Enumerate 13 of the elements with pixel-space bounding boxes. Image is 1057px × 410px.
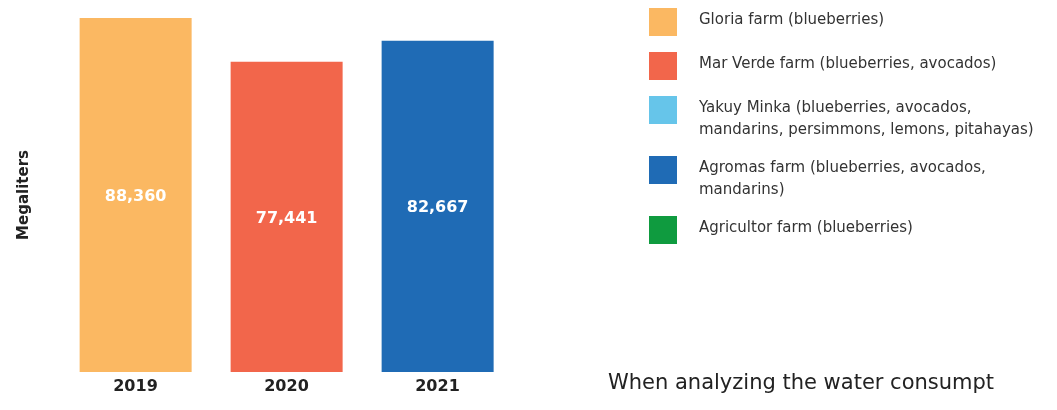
data-label: 88,360 <box>104 185 167 205</box>
legend-label: Yakuy Minka (blueberries, avocados, mandarins, persimmons, lemons, pitahayas) <box>699 97 1035 140</box>
legend-label: Gloria farm (blueberries) <box>699 9 885 30</box>
data-label: 77,441 <box>255 207 318 227</box>
data-label: 82,667 <box>406 197 469 217</box>
legend-label: Mar Verde farm (blueberries, avocados) <box>699 53 997 74</box>
legend-label: Agricultor farm (blueberries) <box>699 217 913 238</box>
x-tick-label: 2019 <box>113 376 158 396</box>
x-tick-label: 2020 <box>264 376 309 396</box>
text: When analyzing the water consumpt <box>608 370 995 394</box>
legend-label: Agromas farm (blueberries, avocados, mandarins) <box>699 157 987 200</box>
x-tick-label: 2021 <box>415 376 460 396</box>
y-axis-title: Megaliters <box>14 149 33 240</box>
